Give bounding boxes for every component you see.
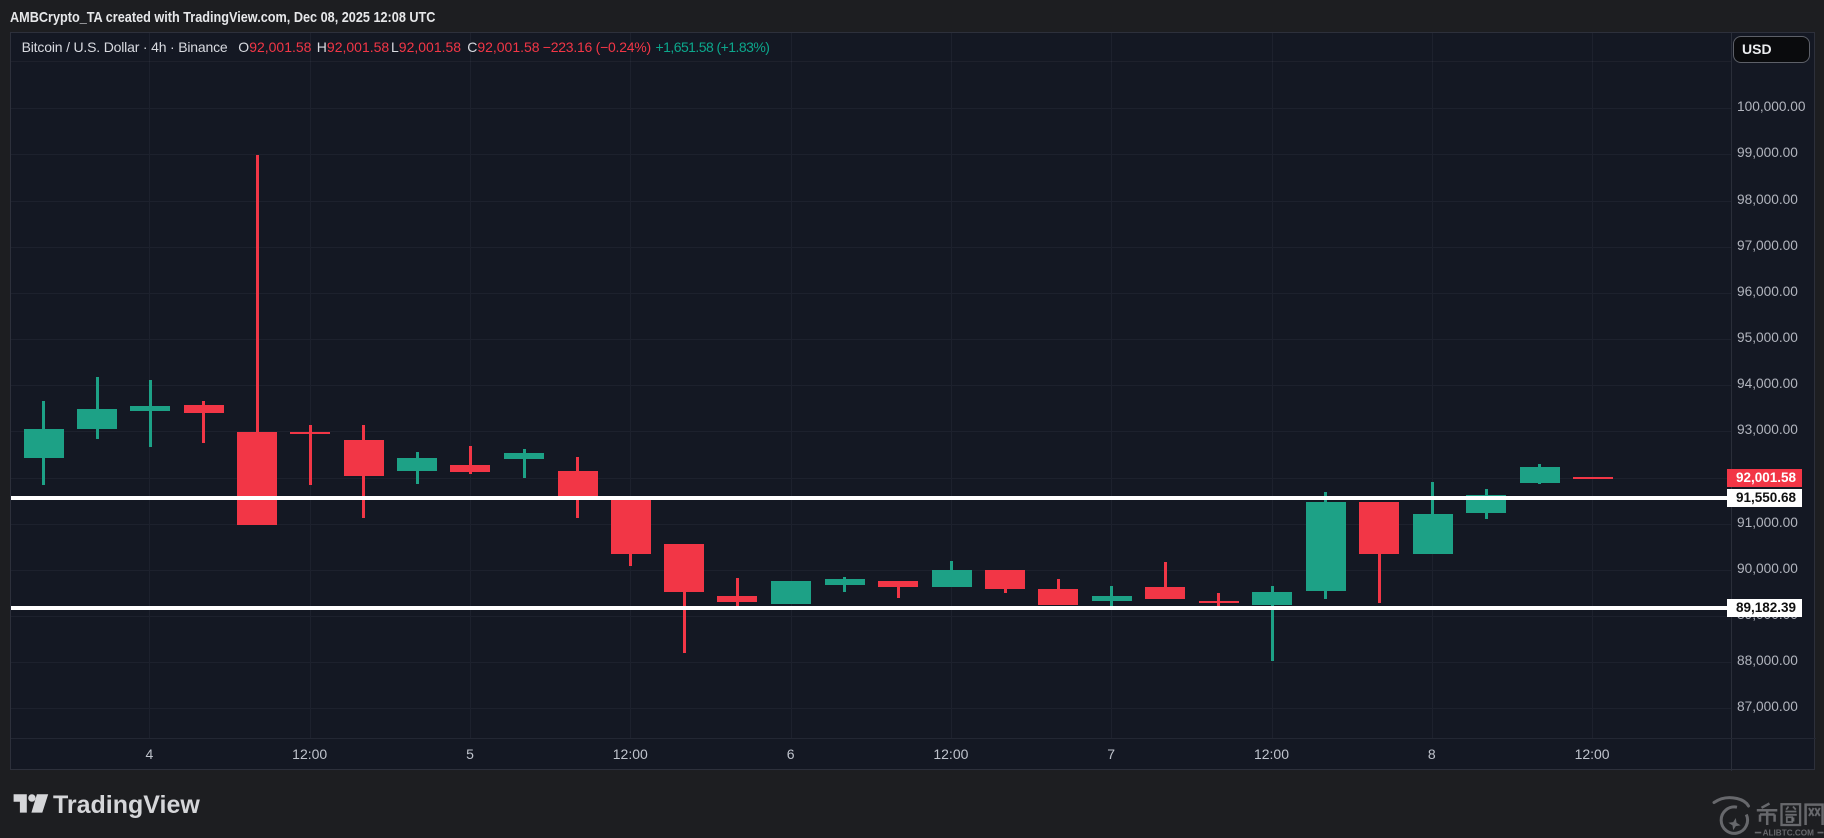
- svg-text:ALIBTC.COM: ALIBTC.COM: [1763, 828, 1815, 837]
